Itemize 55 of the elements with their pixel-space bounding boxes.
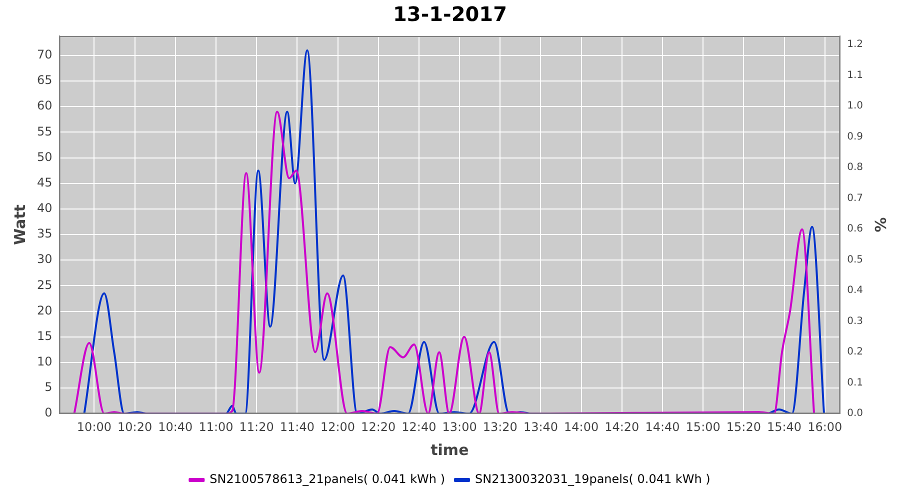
x-tick-label: 12:00 [320,420,356,434]
chart-title: 13-1-2017 [392,2,508,26]
y-tick-label: 20 [36,303,52,318]
y-tick-label: 5 [44,380,52,394]
x-tick-label: 15:40 [766,420,802,434]
x-tick-label: 10:40 [158,420,193,434]
y2-tick-label: 0.7 [847,192,864,204]
y-tick-label: 10 [36,354,52,369]
x-tick-label: 15:20 [726,420,761,434]
y2-tick-label: 1.0 [847,100,864,112]
y-tick-label: 40 [36,201,52,216]
x-tick-label: 11:40 [280,420,314,434]
x-tick-label: 14:20 [604,420,640,434]
y-tick-label: 65 [36,73,52,88]
y2-tick-label: 0.3 [847,316,864,327]
y-tick-label: 70 [36,48,52,62]
y2-tick-label: 1.1 [847,70,864,81]
legend-label: SN2130032031_19panels( 0.041 kWh ) [475,472,710,486]
x-tick-label: 13:40 [523,420,558,434]
y2-tick-label: 1.2 [847,39,864,50]
y2-tick-label: 0.5 [847,254,864,266]
y-tick-label: 0 [44,406,52,420]
y-tick-label: 25 [36,278,52,292]
x-tick-label: 14:00 [564,420,599,434]
y-tick-label: 55 [36,124,52,138]
y2-tick-label: 0.0 [847,408,864,420]
y2-tick-label: 0.2 [847,346,864,358]
x-tick-label: 13:00 [442,420,477,434]
y-axis-title: Watt [10,204,29,246]
y2-tick-label: 0.4 [847,285,864,296]
x-tick-label: 16:00 [808,420,842,434]
x-tick-label: 15:00 [686,420,720,434]
x-tick-label: 12:40 [402,420,436,434]
y-tick-label: 50 [36,150,52,164]
y2-tick-label: 0.9 [847,131,864,142]
y2-tick-label: 0.1 [847,377,864,388]
y-tick-label: 30 [36,252,52,266]
x-tick-label: 10:00 [76,420,112,434]
x-tick-label: 13:20 [482,420,518,434]
y-tick-label: 35 [36,226,52,241]
x-tick-label: 12:20 [361,420,396,434]
y2-axis-title: % [871,217,890,232]
y2-tick-label: 0.8 [847,162,864,174]
x-tick-label: 11:20 [239,420,274,434]
y-tick-label: 15 [36,328,52,343]
x-tick-label: 11:00 [198,420,234,434]
y2-tick-label: 0.6 [847,224,864,235]
y-tick-label: 45 [36,175,52,190]
line-series [73,110,816,414]
y-tick-label: 60 [36,98,52,113]
line-series [83,49,826,414]
x-tick-label: 14:40 [645,420,680,434]
legend-label: SN2100578613_21panels( 0.041 kWh ) [210,472,446,486]
x-axis-title: time [430,440,469,459]
x-tick-label: 10:20 [118,420,152,434]
